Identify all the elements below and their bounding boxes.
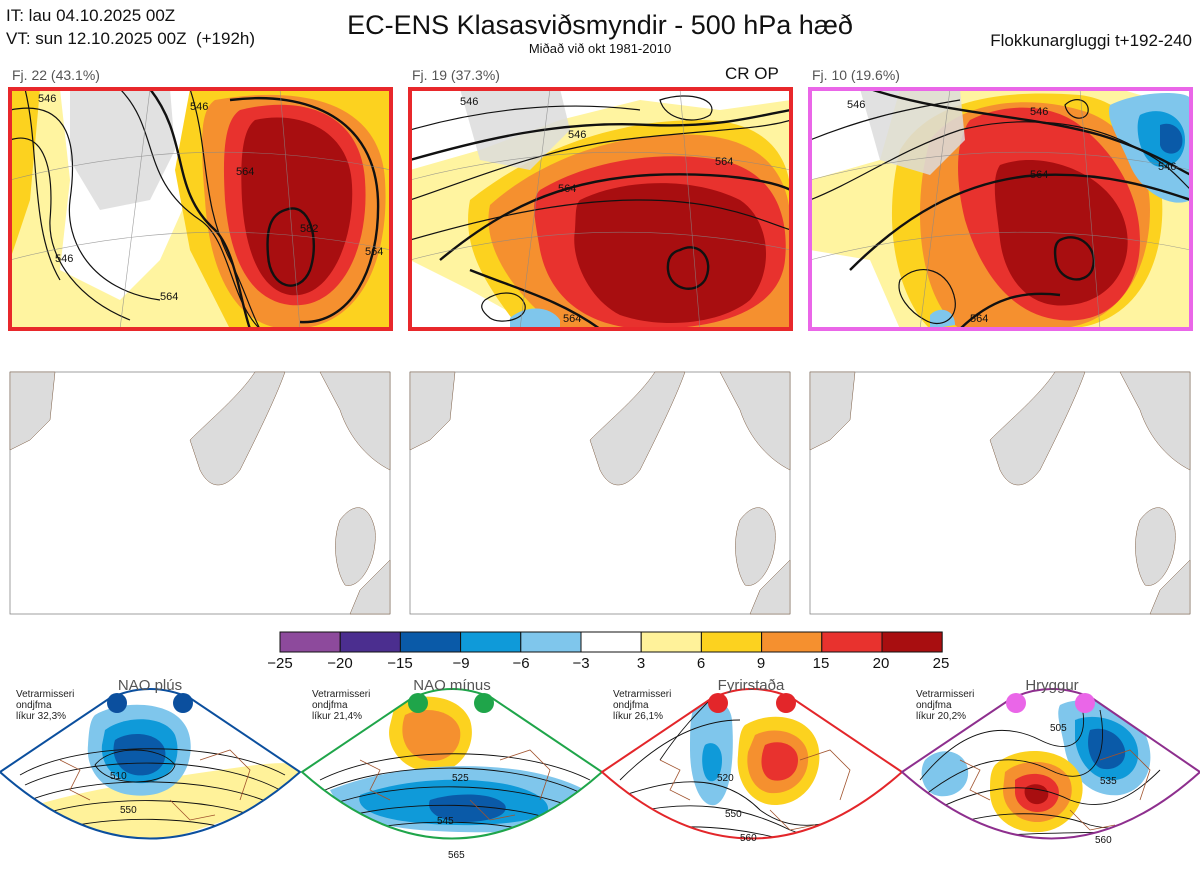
contour-label: 564 [970, 313, 988, 325]
regime-marker [1006, 693, 1026, 713]
colorbar-swatch [279, 631, 341, 653]
regime-title-fyrirstada: Fyrirstaða [717, 677, 785, 694]
contour-label: 564 [558, 183, 576, 195]
regime-marker [474, 693, 494, 713]
contour-label: 565 [448, 850, 465, 861]
colorbar-swatch [580, 631, 642, 653]
contour-label: 546 [1030, 106, 1048, 118]
colorbar-tick: −15 [387, 655, 413, 672]
contour-label: 546 [55, 253, 73, 265]
empty-map-3 [809, 371, 1191, 615]
colorbar-swatch [520, 631, 582, 653]
cluster-window: Flokkunargluggi t+192-240 [990, 31, 1192, 50]
regime-note-nao-minus: Vetrarmisseri ondjfma líkur 21,4% [312, 689, 371, 722]
contour-label: 535 [1100, 776, 1117, 787]
contour-label: 505 [1050, 723, 1067, 734]
colorbar-tick: −6 [512, 655, 530, 672]
cluster-map-1 [10, 89, 391, 329]
contour-label: 546 [1158, 161, 1176, 173]
colorbar-swatch [761, 631, 823, 653]
contour-label: 550 [725, 809, 742, 820]
colorbar-swatch [700, 631, 763, 653]
contour-label: 560 [1095, 835, 1112, 846]
colorbar-tick: −20 [327, 655, 353, 672]
regime-title-hryggur: Hryggur [1025, 677, 1079, 694]
colorbar [279, 631, 943, 653]
contour-label: 546 [190, 101, 208, 113]
contour-label: 564 [563, 313, 581, 325]
regime-marker [1075, 693, 1095, 713]
colorbar-tick: −25 [267, 655, 293, 672]
cluster-2-label: Fj. 19 (37.3%) [412, 67, 500, 83]
contour-label: 546 [847, 99, 865, 111]
colorbar-tick: 6 [696, 655, 706, 672]
regime-title-nao-plus: NAO plús [117, 677, 183, 694]
regime-note-fyrirstada: Vetrarmisseri ondjfma líkur 26,1% [613, 689, 672, 722]
contour-label: 560 [740, 833, 757, 844]
colorbar-tick: 9 [756, 655, 766, 672]
regime-marker [776, 693, 796, 713]
contour-label: 545 [437, 816, 454, 827]
colorbar-tick: −9 [452, 655, 470, 672]
colorbar-tick: −3 [572, 655, 590, 672]
contour-label: 564 [1030, 169, 1048, 181]
cluster-3-contour-labels: 546 546 564 546 564 [847, 99, 1176, 325]
cluster-3-frame [808, 87, 1193, 331]
contour-label: 546 [38, 93, 56, 105]
cluster-1-label: Fj. 22 (43.1%) [12, 67, 100, 83]
contour-label: 564 [236, 166, 254, 178]
regime-marker [173, 693, 193, 713]
colorbar-swatch [339, 631, 401, 653]
empty-map-1 [9, 371, 391, 615]
colorbar-tick: 15 [812, 655, 830, 672]
init-time: IT: lau 04.10.2025 00Z [6, 6, 176, 25]
cluster-2-flag: CR OP [725, 64, 779, 83]
contour-label: 546 [460, 96, 478, 108]
cluster-3-label: Fj. 10 (19.6%) [812, 67, 900, 83]
cluster-1-contour-labels: 546 546 564 564 582 564 546 [38, 93, 383, 303]
contour-label: 510 [110, 771, 127, 782]
contour-label: 546 [568, 129, 586, 141]
colorbar-swatch [881, 631, 943, 653]
contour-label: 525 [452, 773, 469, 784]
regime-marker [408, 693, 428, 713]
page-title: EC-ENS Klasasviðsmyndir - 500 hPa hæð [347, 10, 853, 40]
contour-label: 564 [715, 156, 733, 168]
regime-title-nao-minus: NAO mínus [413, 677, 491, 694]
contour-label: 550 [120, 805, 137, 816]
page-subtitle: Miðað við okt 1981-2010 [528, 41, 672, 56]
colorbar-tick: 20 [872, 655, 890, 672]
cluster-map-3 [810, 89, 1191, 329]
empty-map-2 [409, 371, 791, 615]
colorbar-tick: 25 [932, 655, 950, 672]
regime-marker [107, 693, 127, 713]
valid-time: VT: sun 12.10.2025 00Z (+192h) [6, 29, 256, 48]
cluster-1-frame [8, 87, 393, 331]
contour-label: 520 [717, 773, 734, 784]
regime-note-hryggur: Vetrarmisseri ondjfma líkur 20,2% [916, 689, 975, 722]
colorbar-swatch [460, 631, 522, 653]
cluster-map-2 [410, 89, 791, 329]
header-info: IT: lau 04.10.2025 00Z VT: sun 12.10.202… [6, 4, 255, 50]
regime-marker [708, 693, 728, 713]
colorbar-swatch [640, 631, 702, 653]
regime-note-nao-plus: Vetrarmisseri ondjfma líkur 32,3% [16, 689, 75, 722]
colorbar-tick: 3 [636, 655, 646, 672]
cluster-2-frame [408, 87, 793, 331]
contour-label: 582 [300, 223, 318, 235]
colorbar-swatch [399, 631, 462, 653]
contour-label: 564 [365, 246, 383, 258]
colorbar-swatch [821, 631, 883, 653]
cluster-2-contour-labels: 546 546 564 564 564 [460, 96, 733, 325]
contour-label: 564 [160, 291, 178, 303]
